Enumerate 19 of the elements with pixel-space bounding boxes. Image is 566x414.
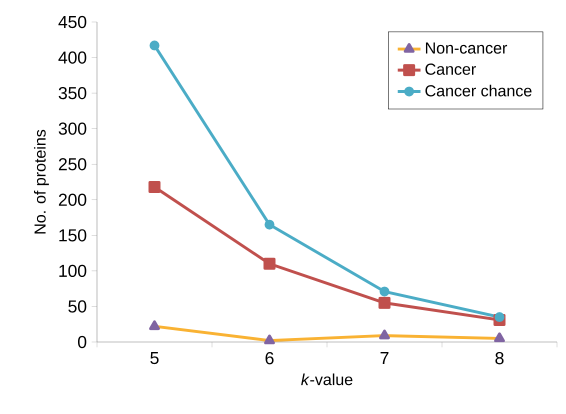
legend-label: Non-cancer	[426, 42, 508, 54]
y-tick-label: 0	[78, 336, 86, 348]
legend-label: Cancer	[425, 64, 476, 75]
y-tick-label: 350	[58, 86, 86, 100]
y-tick-label: 450	[58, 16, 86, 28]
y-tick-label: 250	[58, 158, 86, 170]
y-tick-label: 100	[59, 264, 86, 278]
y-axis-title: No. of proteins	[34, 130, 49, 234]
x-tick-label: 8	[495, 352, 504, 364]
y-tick-label: 50	[68, 300, 86, 313]
legend-label: Cancer chance	[425, 84, 532, 96]
y-tick-label: 400	[58, 51, 86, 64]
x-tick-label: 7	[380, 352, 388, 364]
y-tick-label: 150	[59, 229, 86, 242]
y-tick-label: 200	[58, 194, 86, 206]
x-axis-title: k-value	[301, 373, 352, 386]
x-tick-label: 6	[266, 352, 274, 364]
x-tick-label: 5	[150, 352, 159, 364]
y-tick-label: 300	[58, 122, 86, 135]
